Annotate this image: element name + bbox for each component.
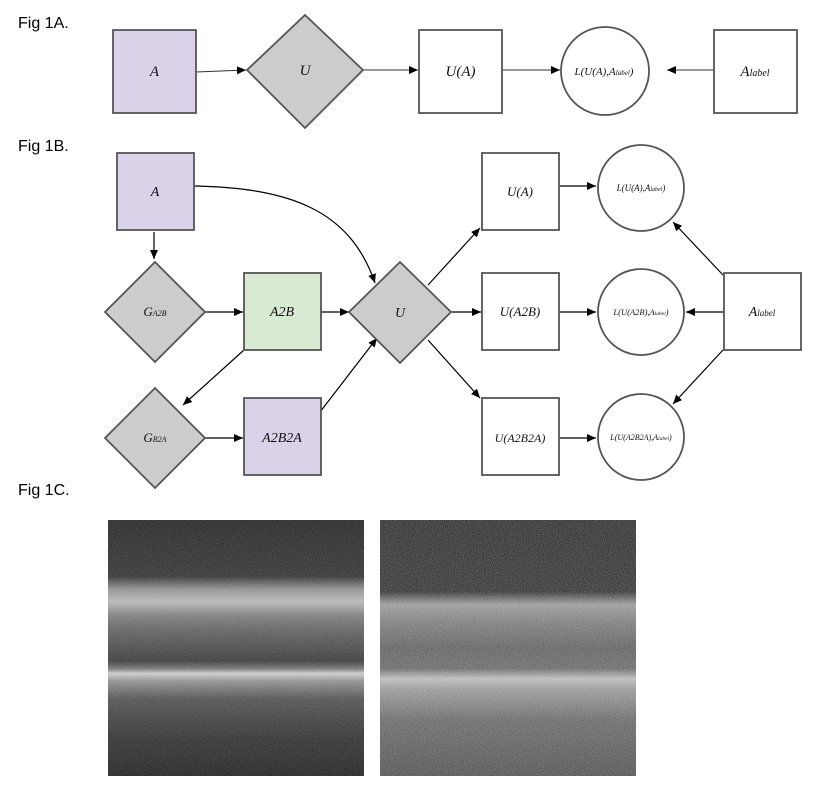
node-1b-loss3-label: L(U(A2B2A),Alabel) bbox=[609, 433, 672, 442]
fig-1c-label: Fig 1C. bbox=[18, 482, 70, 499]
node-1b-a2b bbox=[243, 272, 322, 351]
node-1b-a2b2a bbox=[243, 397, 322, 476]
node-1b-ua2b-label: U(A2B) bbox=[500, 304, 540, 319]
node-1a-alabel bbox=[713, 29, 798, 114]
node-1b-ua-label: U(A) bbox=[507, 184, 533, 199]
node-1b-loss2 bbox=[597, 268, 685, 356]
node-1b-gb2a bbox=[103, 386, 207, 490]
edge-1b-u-ua2b2a bbox=[427, 339, 481, 399]
node-1a-ua bbox=[418, 29, 503, 114]
node-1b-ua bbox=[481, 152, 560, 231]
node-1b-alabel-label: Alabel bbox=[748, 305, 776, 320]
node-1a-u-label: U bbox=[300, 63, 312, 79]
node-1b-loss2-label: L(U(A2B),Alabel) bbox=[612, 307, 668, 317]
node-1a-loss-label: L(U(A),Alabel) bbox=[574, 66, 634, 78]
node-1a-loss bbox=[560, 26, 650, 116]
node-1b-ga2b-label: GA2B bbox=[143, 304, 166, 319]
edge-1b-a2b-gb2a bbox=[182, 349, 245, 406]
node-1b-ua2b2a-label: U(A2B2A) bbox=[495, 431, 546, 445]
node-1b-ua2b2a bbox=[481, 397, 560, 476]
node-1a-a-label: A bbox=[149, 64, 160, 80]
node-1a-a bbox=[112, 29, 197, 114]
edge-1b-u-ua bbox=[427, 227, 481, 286]
node-1a-u bbox=[245, 13, 365, 130]
node-1b-alabel bbox=[723, 272, 802, 351]
edge-1b-a2b2a-u bbox=[319, 337, 378, 413]
fig-1b-label: Fig 1B. bbox=[18, 138, 69, 155]
node-1b-ga2b bbox=[103, 260, 207, 364]
diagram-canvas: A U U(A) L(U(A),Alabel) Alabel bbox=[103, 13, 802, 490]
node-1b-u-label: U bbox=[395, 306, 406, 321]
node-1b-loss1-label: L(U(A),Alabel) bbox=[616, 183, 666, 193]
edge-1b-alabel-loss1 bbox=[672, 221, 724, 276]
node-1b-a bbox=[116, 152, 195, 231]
node-1b-gb2a-label: GB2A bbox=[143, 430, 166, 445]
node-1b-a2b-label: A2B bbox=[269, 305, 295, 320]
fig-1a-diagram: A U U(A) L(U(A),Alabel) Alabel bbox=[112, 13, 798, 130]
node-1b-u bbox=[347, 260, 453, 365]
edge-1b-alabel-loss3 bbox=[672, 349, 724, 405]
node-1a-ua-label: U(A) bbox=[446, 64, 476, 80]
oct-image-right bbox=[380, 520, 636, 776]
edge-1b-a-u bbox=[194, 185, 376, 284]
node-1b-loss1 bbox=[597, 144, 685, 232]
node-1b-a2b2a-label: A2B2A bbox=[261, 431, 302, 446]
node-1a-alabel-label: Alabel bbox=[739, 64, 769, 80]
node-1b-ua2b bbox=[481, 272, 560, 351]
fig-1b-diagram: A GA2B A2B GB2A A2B2A U U(A) U(A2B) U(A2… bbox=[103, 144, 802, 490]
edge-1a-a-u bbox=[195, 66, 247, 75]
node-1b-a-label: A bbox=[150, 185, 160, 200]
fig-1a-label: Fig 1A. bbox=[18, 15, 69, 32]
oct-image-left bbox=[108, 520, 364, 776]
node-1b-loss3 bbox=[597, 393, 685, 481]
